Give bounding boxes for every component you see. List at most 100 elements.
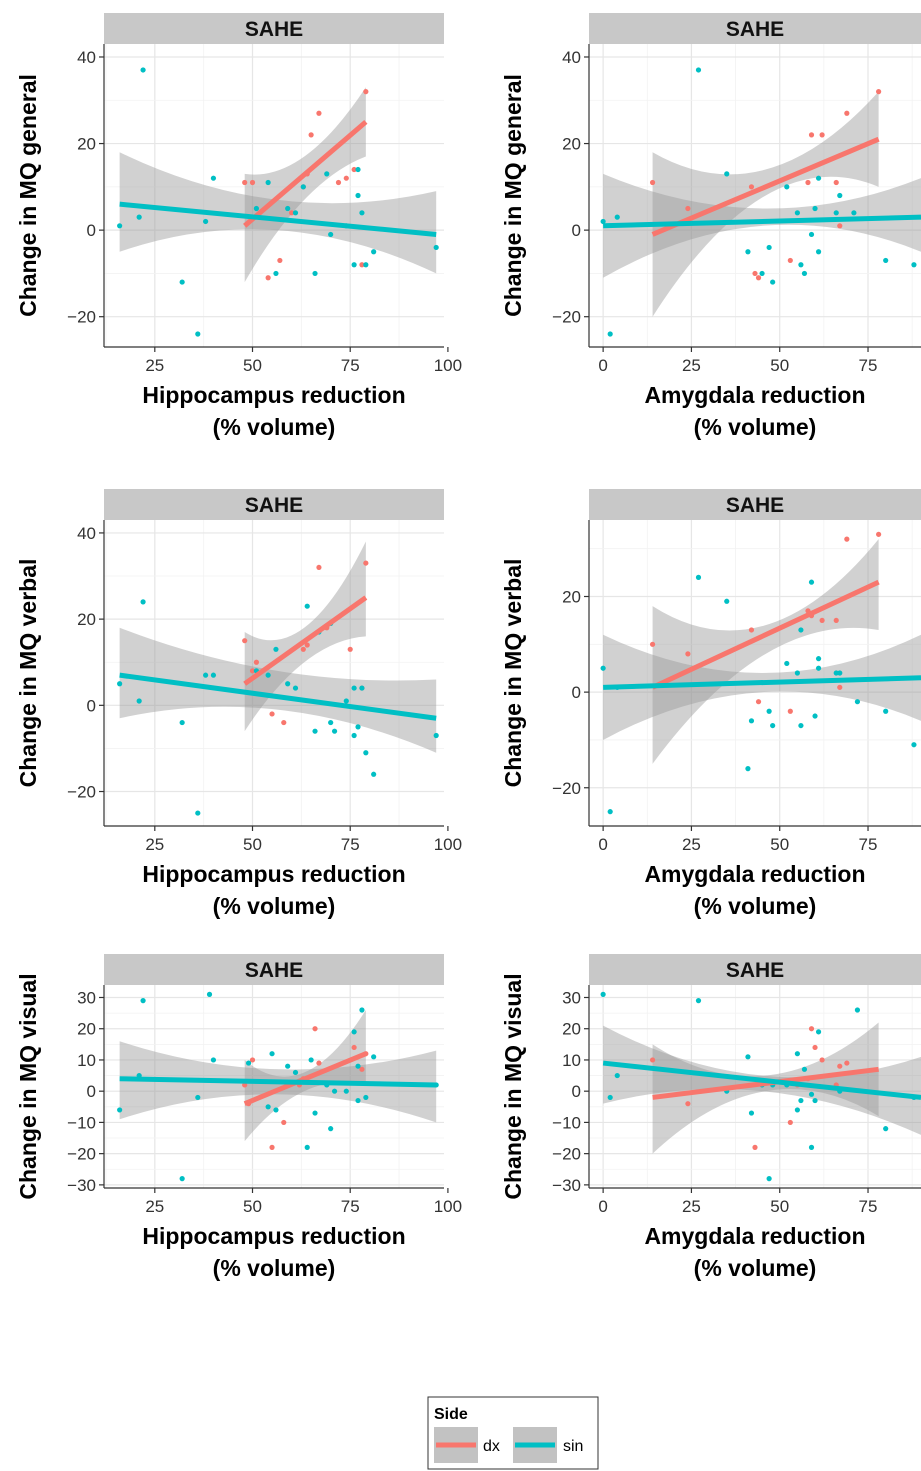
point-sin [140, 599, 146, 605]
point-sin [140, 998, 146, 1004]
x-tick-label: 75 [859, 356, 878, 375]
point-dx [281, 719, 287, 726]
point-sin [203, 218, 209, 225]
panel-amygdala-general: SAHE 0 25 50 75 −20 0 20 40 Amygdala reduction (% … [500, 13, 921, 440]
fit-line-dx [651, 136, 880, 237]
point-sin [273, 270, 279, 277]
point-sin [304, 1144, 310, 1150]
y-tick-label: −20 [67, 1145, 96, 1164]
point-sin [312, 270, 318, 277]
point-dx [837, 684, 843, 690]
point-sin [359, 1007, 365, 1013]
point-sin [179, 279, 185, 285]
strip-label: SAHE [245, 959, 303, 982]
grid [104, 985, 444, 1188]
point-sin [292, 210, 299, 216]
point-sin [607, 331, 613, 337]
point-dx [649, 641, 656, 647]
point-sin [117, 223, 123, 229]
point-sin [815, 249, 822, 255]
point-sin [600, 991, 606, 997]
x-tick-label: 25 [682, 356, 701, 375]
point-sin [371, 249, 377, 255]
plot-area [589, 520, 921, 826]
x-axis-title: Amygdala reduction [644, 382, 865, 408]
point-sin [285, 681, 291, 687]
point-sin [695, 67, 702, 73]
point-dx [819, 1057, 825, 1063]
x-tick-label: 25 [145, 835, 164, 854]
confidence-band-dx [652, 91, 879, 317]
point-dx [253, 659, 260, 665]
point-sin [363, 1094, 369, 1101]
y-tick-label: 10 [77, 1051, 96, 1070]
fit-line-sin [119, 672, 437, 721]
point-dx [249, 1057, 256, 1063]
point-sin [179, 1176, 185, 1182]
point-dx [787, 257, 793, 264]
point-dx [363, 89, 369, 95]
x-axis-title: Hippocampus reduction [142, 861, 405, 887]
point-sin [210, 1057, 217, 1063]
point-dx [837, 1063, 843, 1069]
point-sin [312, 728, 318, 734]
y-axis-title: Change in MQ general [500, 74, 526, 317]
fit-line-sin [119, 201, 437, 237]
confidence-band-dx [652, 1022, 879, 1154]
point-sin [292, 1069, 299, 1076]
point-sin [883, 257, 889, 264]
x-tick-label: 50 [770, 835, 789, 854]
point-dx [351, 1044, 357, 1051]
x-axis-title: Hippocampus reduction [142, 382, 405, 408]
data-layer [117, 67, 439, 337]
point-sin [854, 699, 861, 705]
x-tick-label: 100 [434, 356, 462, 375]
point-dx [347, 646, 353, 652]
point-sin [265, 179, 271, 186]
point-sin [355, 1097, 361, 1104]
point-sin [140, 67, 146, 73]
point-sin [748, 1110, 755, 1116]
point-dx [844, 1060, 850, 1066]
y-tick-label: −10 [67, 1113, 96, 1132]
x-axis-title-unit: (% volume) [694, 414, 817, 440]
y-tick-label: −20 [67, 308, 96, 327]
confidence-band-sin [119, 152, 437, 274]
point-sin [759, 270, 765, 277]
point-dx [787, 708, 793, 714]
strip-label: SAHE [726, 959, 784, 982]
point-sin [210, 672, 217, 678]
point-sin [117, 1107, 123, 1113]
point-sin [815, 656, 822, 662]
strip-label: SAHE [245, 18, 303, 41]
data-layer [600, 67, 921, 337]
point-sin [206, 991, 213, 997]
point-dx [787, 1119, 793, 1126]
x-tick-label: 25 [145, 356, 164, 375]
point-sin [833, 210, 839, 216]
point-sin [371, 1054, 377, 1060]
strip-background [589, 954, 921, 985]
y-tick-label: 30 [562, 988, 581, 1007]
point-sin [724, 171, 730, 177]
point-sin [371, 771, 377, 777]
point-sin [748, 718, 755, 724]
point-sin [343, 698, 349, 704]
point-dx [249, 668, 256, 674]
y-tick-label: −20 [67, 783, 96, 802]
point-sin [607, 1094, 613, 1101]
point-dx [351, 166, 357, 173]
point-sin [798, 262, 804, 268]
point-dx [833, 179, 839, 186]
x-axis-title: Amygdala reduction [644, 1223, 865, 1249]
point-sin [265, 672, 271, 678]
point-dx [748, 627, 755, 633]
point-sin [273, 1107, 279, 1113]
point-sin [883, 708, 889, 714]
x-axis-title-unit: (% volume) [213, 1255, 336, 1281]
fit-line-sin [603, 214, 921, 229]
point-sin [359, 685, 365, 691]
point-sin [600, 665, 606, 671]
x-tick-label: 25 [682, 1197, 701, 1216]
fit-line-dx [243, 120, 368, 228]
